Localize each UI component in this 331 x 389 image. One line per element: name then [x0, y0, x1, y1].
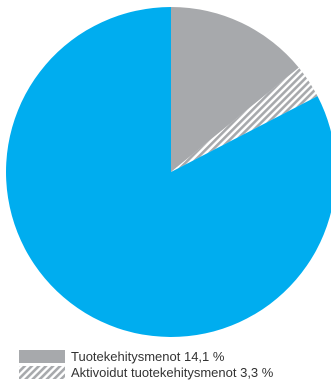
- pie-slice-3: [6, 7, 331, 337]
- legend-swatch-1: [19, 350, 65, 363]
- legend-label-1: Tuotekehitysmenot 14,1 %: [71, 349, 225, 364]
- legend: Tuotekehitysmenot 14,1 %Aktivoidut tuote…: [19, 349, 274, 380]
- pie-slices: [6, 7, 331, 337]
- legend-label-2: Aktivoidut tuotekehitysmenot 3,3 %: [71, 365, 274, 380]
- legend-swatch-2: [19, 366, 65, 379]
- pie-slice-2: [171, 67, 318, 172]
- pie-slice-1: [171, 7, 299, 172]
